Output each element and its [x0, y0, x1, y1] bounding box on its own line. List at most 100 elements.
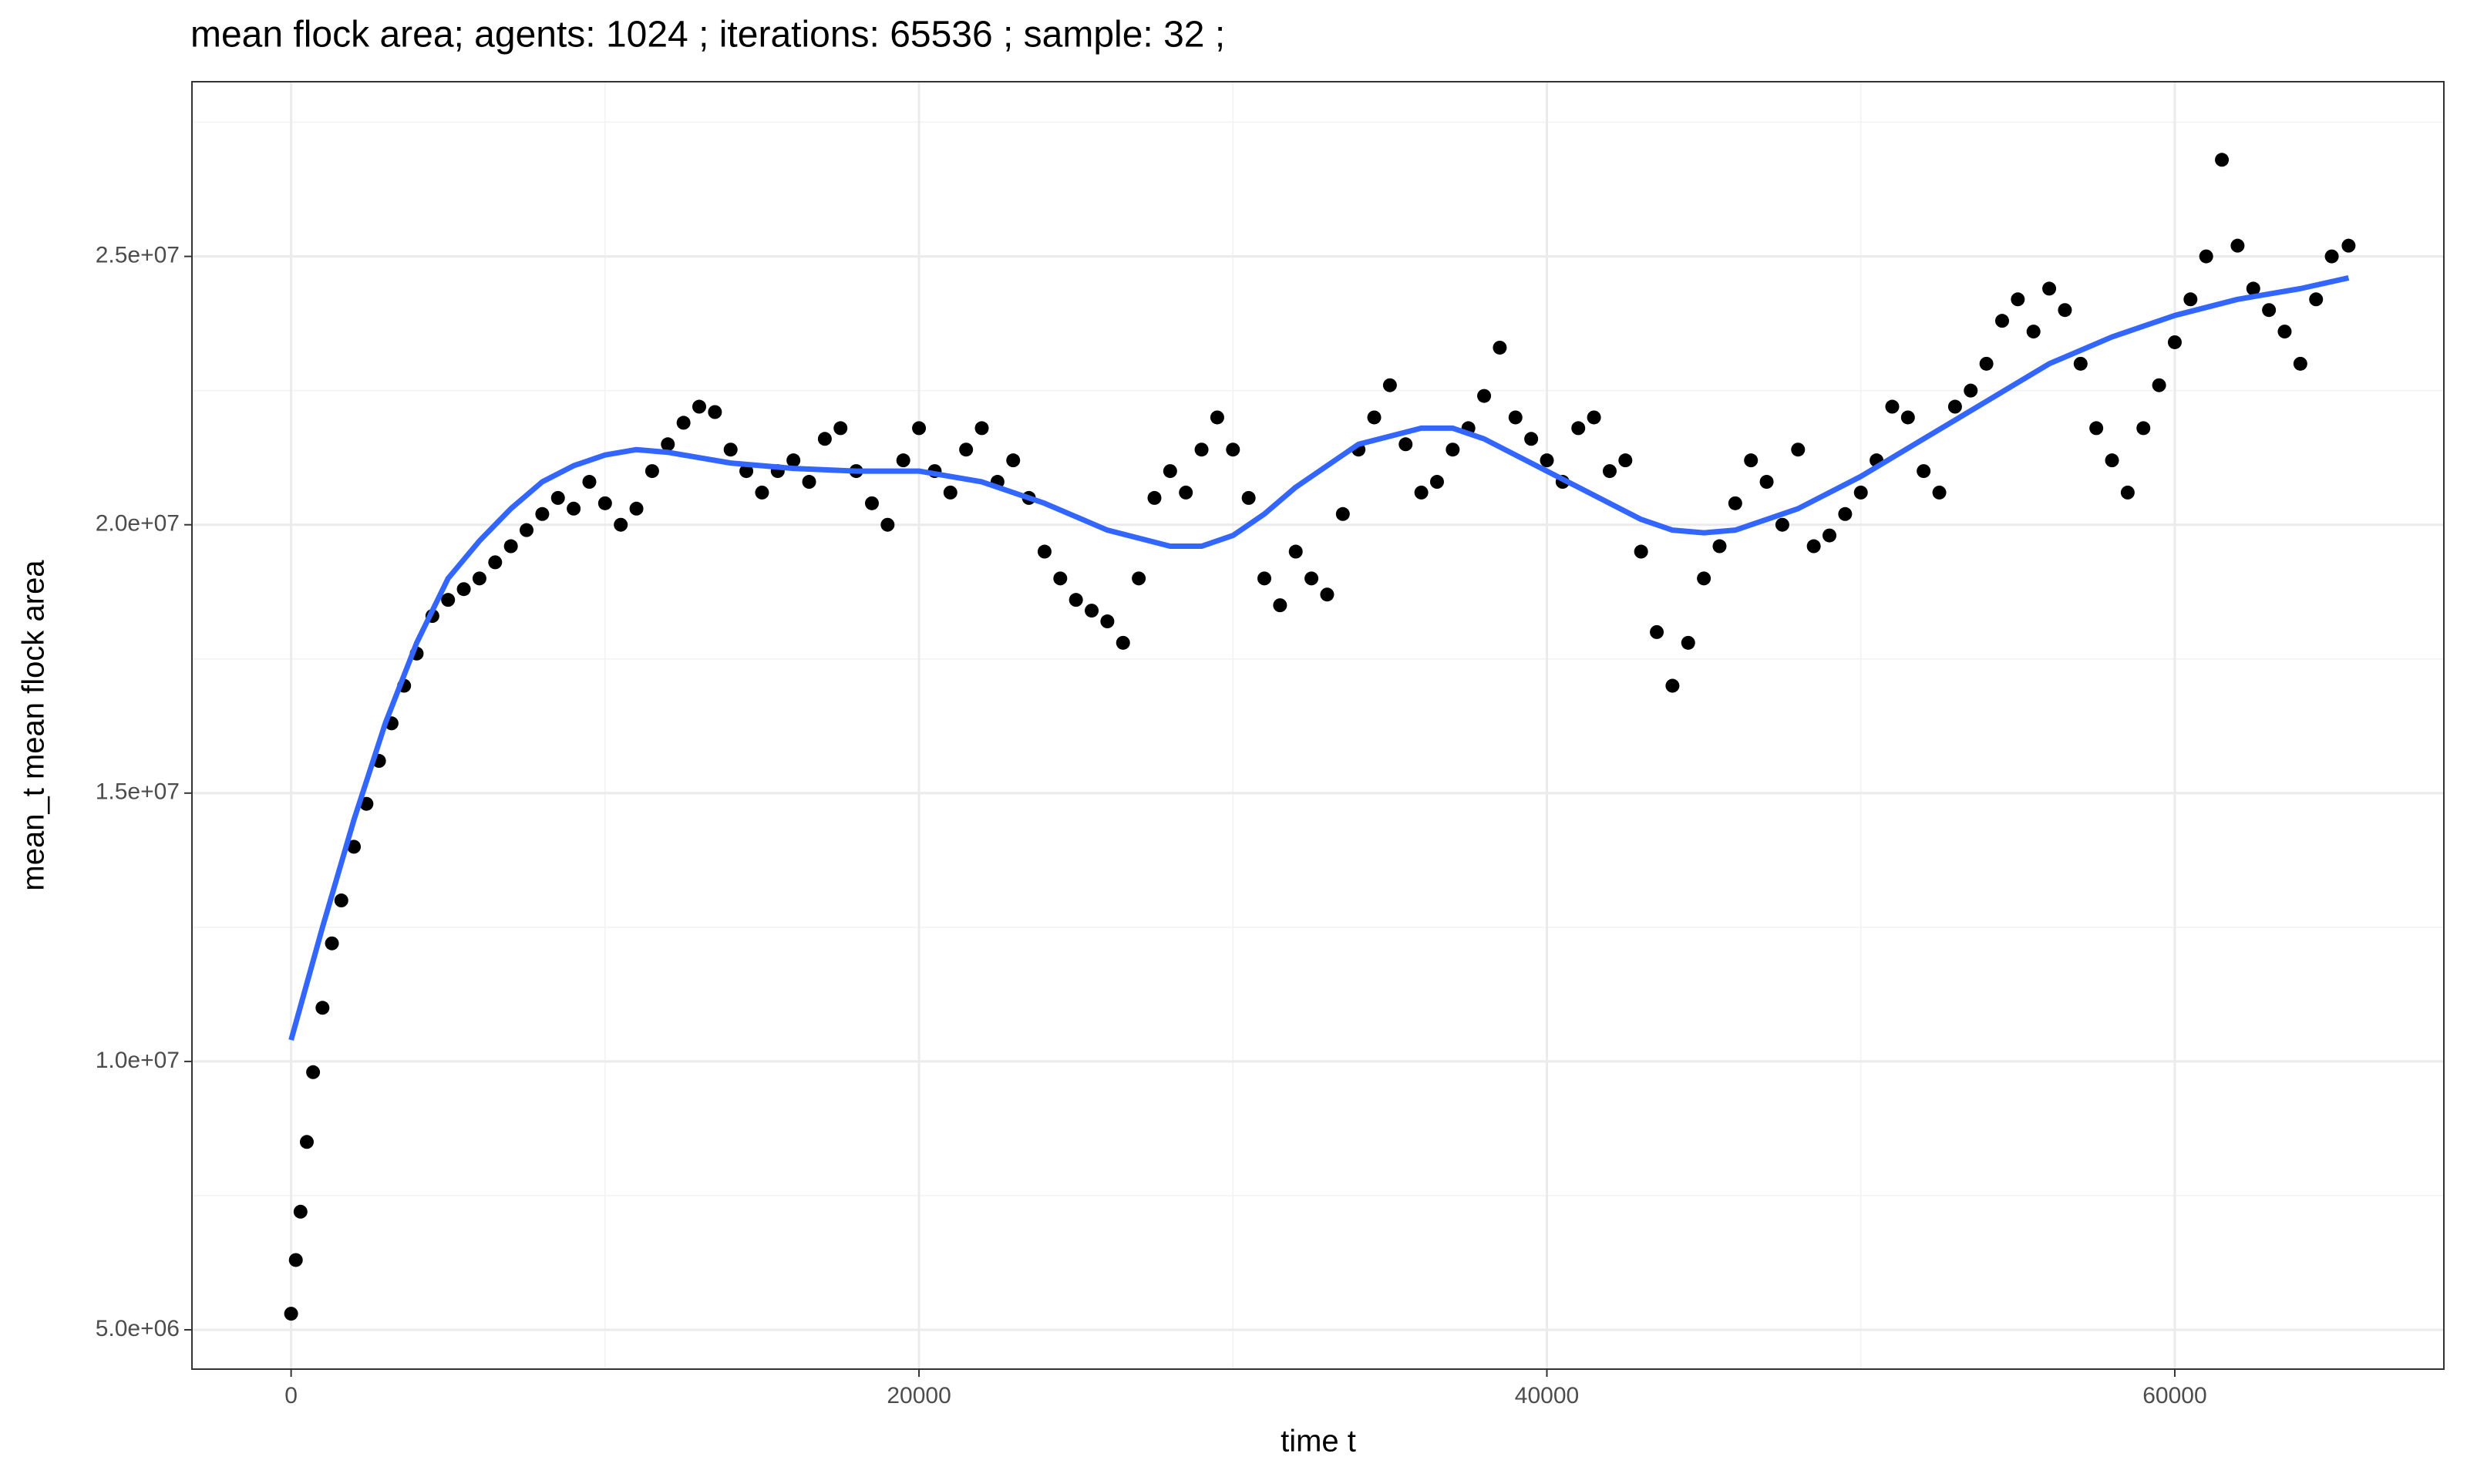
- point: [2199, 249, 2213, 264]
- point: [1885, 399, 1900, 414]
- point: [2167, 335, 2182, 349]
- smooth-line: [288, 275, 2350, 1041]
- point: [1477, 389, 1492, 403]
- point: [1037, 544, 1052, 559]
- point: [1540, 453, 1554, 468]
- point: [2341, 238, 2356, 253]
- point: [1712, 539, 1727, 554]
- y-tick-label: 2.0e+07: [96, 511, 180, 537]
- point: [1288, 544, 1303, 559]
- point: [645, 464, 659, 479]
- point: [1587, 410, 1601, 425]
- point: [299, 1135, 314, 1149]
- point: [1791, 443, 1806, 457]
- point: [1398, 437, 1413, 452]
- point: [2324, 249, 2339, 264]
- point: [284, 1307, 298, 1321]
- point: [1917, 464, 1931, 479]
- point: [1006, 453, 1021, 468]
- point: [1414, 485, 1429, 500]
- point: [1210, 410, 1224, 425]
- point: [2120, 485, 2135, 500]
- point: [1602, 464, 1617, 479]
- point: [1320, 587, 1334, 602]
- x-tick-label: 60000: [2142, 1383, 2206, 1408]
- point: [2042, 281, 2057, 296]
- point: [614, 517, 628, 532]
- y-tick-label: 2.5e+07: [96, 243, 180, 268]
- point: [1241, 490, 1256, 505]
- point: [1429, 475, 1444, 490]
- point: [1979, 356, 1994, 371]
- point: [2011, 292, 2025, 307]
- point: [2309, 292, 2324, 307]
- point: [2136, 421, 2151, 436]
- y-axis-title: mean_t mean flock area: [17, 560, 51, 891]
- point: [1335, 506, 1350, 521]
- point: [1681, 635, 1695, 650]
- point: [1304, 571, 1319, 586]
- point: [2073, 356, 2088, 371]
- point: [1650, 624, 1664, 639]
- point: [1524, 432, 1539, 446]
- point: [2089, 421, 2104, 436]
- panel-border: [191, 81, 2445, 1370]
- point: [833, 421, 848, 436]
- x-axis-title: time t: [1281, 1425, 1356, 1459]
- point: [1226, 443, 1240, 457]
- point: [1665, 678, 1680, 693]
- point: [629, 501, 644, 516]
- point: [1838, 506, 1853, 521]
- point: [441, 593, 456, 607]
- point: [1947, 399, 1962, 414]
- point: [676, 416, 691, 430]
- point: [2152, 378, 2166, 392]
- point: [1053, 571, 1068, 586]
- y-tick-label: 1.0e+07: [96, 1048, 180, 1073]
- point: [1900, 410, 1915, 425]
- point: [1994, 314, 2009, 328]
- point: [1132, 571, 1146, 586]
- point: [306, 1065, 321, 1079]
- point: [2293, 356, 2307, 371]
- point: [2277, 325, 2292, 339]
- x-tick-label: 20000: [887, 1383, 951, 1408]
- point: [817, 432, 832, 446]
- point: [2105, 453, 2119, 468]
- point: [1744, 453, 1759, 468]
- point: [334, 893, 348, 908]
- point: [1069, 593, 1083, 607]
- point: [293, 1204, 308, 1219]
- point: [535, 506, 550, 521]
- point: [567, 501, 581, 516]
- point: [1697, 571, 1711, 586]
- point: [1163, 464, 1177, 479]
- point: [1932, 485, 1947, 500]
- point: [1382, 378, 1397, 392]
- point: [880, 517, 895, 532]
- point: [802, 475, 816, 490]
- point: [520, 523, 534, 537]
- point: [1571, 421, 1586, 436]
- point: [1728, 496, 1742, 510]
- point: [2058, 303, 2072, 318]
- point: [2230, 238, 2245, 253]
- point: [708, 405, 722, 419]
- point: [1367, 410, 1382, 425]
- point: [2262, 303, 2277, 318]
- x-tick-label: 40000: [1515, 1383, 1579, 1408]
- point: [692, 399, 706, 414]
- point: [1446, 443, 1460, 457]
- point: [1964, 383, 1978, 398]
- point: [959, 443, 974, 457]
- point: [288, 1253, 303, 1267]
- point: [896, 453, 910, 468]
- point: [755, 485, 769, 500]
- point: [1822, 528, 1837, 543]
- y-tick-label: 1.5e+07: [96, 779, 180, 805]
- point: [1493, 340, 1507, 355]
- point: [456, 582, 471, 597]
- point: [943, 485, 958, 500]
